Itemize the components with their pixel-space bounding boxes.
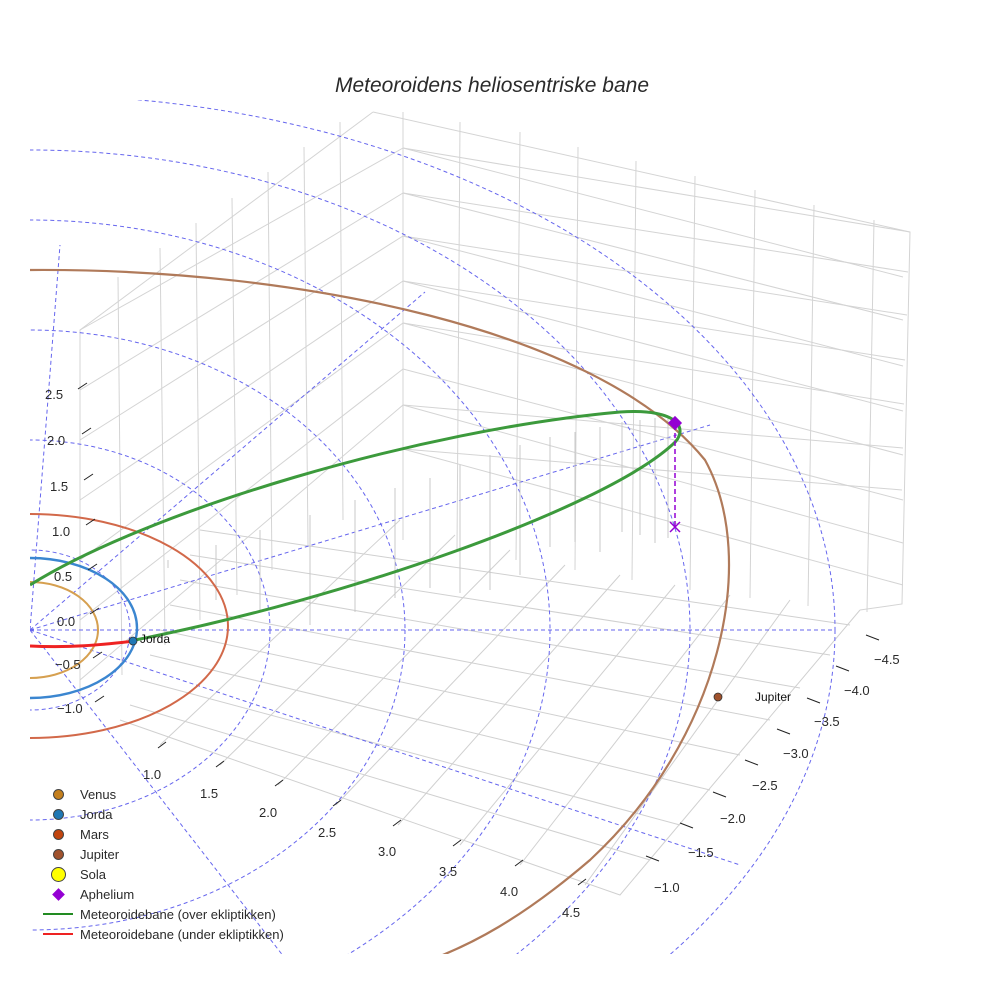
legend-item-sola[interactable]: Sola [36,864,284,884]
legend-label: Venus [80,786,117,802]
jupiter-orbit [30,268,731,954]
diamond-marker-icon [51,887,65,901]
legend-label: Meteoroidebane (under ekliptikken) [80,926,284,942]
x-tick: 1.0 [143,767,161,782]
venus-marker-icon [52,788,64,800]
y-tick: −3.5 [814,714,840,729]
z-axis [77,382,105,703]
y-tick: −4.5 [874,652,900,667]
legend-label: Meteoroidebane (over ekliptikken) [80,906,276,922]
z-tick: 2.5 [45,387,63,402]
legend-label: Jupiter [80,846,120,862]
x-tick: 3.5 [439,864,457,879]
y-tick: −2.5 [752,778,778,793]
legend: Venus Jorda Mars Jupiter Sola Aphelium M… [36,784,284,944]
legend-item-jorda[interactable]: Jorda [36,804,284,824]
jupiter-label: Jupiter [755,690,791,704]
x-tick: 4.0 [500,884,518,899]
chart-title: Meteoroidens heliosentriske bane [334,74,650,97]
drop-lines [167,418,669,625]
z-tick: −0.5 [55,657,81,672]
red-line-icon [43,933,73,935]
earth-marker-icon [52,808,64,820]
aphelion-projection-marker [669,521,681,533]
z-tick: 1.0 [52,524,70,539]
legend-label: Mars [80,826,109,842]
meteoroid-orbit-below [30,639,136,649]
left-wall-grid [79,111,404,700]
jupiter-marker-icon [52,848,64,860]
x-tick: 3.0 [378,844,396,859]
ecliptic-reference-lines [30,100,836,954]
green-line-icon [43,913,73,915]
jupiter-marker[interactable] [713,692,723,702]
mars-marker-icon [52,828,64,840]
x-tick: 1.5 [200,786,218,801]
z-tick: 1.5 [50,479,68,494]
legend-item-orbit-above[interactable]: Meteoroidebane (over ekliptikken) [36,904,284,924]
legend-item-jupiter[interactable]: Jupiter [36,844,284,864]
mars-orbit [30,513,229,739]
y-tick: −1.5 [688,845,714,860]
venus-orbit [30,581,99,679]
legend-label: Jorda [80,806,113,822]
legend-item-aphelium[interactable]: Aphelium [36,884,284,904]
y-tick: −1.0 [654,880,680,895]
legend-label: Aphelium [80,886,135,902]
legend-item-mars[interactable]: Mars [36,824,284,844]
floor-grid [119,519,861,896]
x-tick: 2.0 [259,805,277,820]
earth-label: Jorda [140,632,170,646]
z-tick: 2.0 [47,433,65,448]
legend-label: Sola [80,866,107,882]
y-tick: −2.0 [720,811,746,826]
earth-orbit [30,556,139,700]
x-tick: 2.5 [318,825,336,840]
y-tick: −4.0 [844,683,870,698]
z-tick: 0.5 [54,569,72,584]
z-tick: 0.0 [57,614,75,629]
legend-item-venus[interactable]: Venus [36,784,284,804]
aphelion-marker[interactable] [667,415,683,431]
earth-marker[interactable] [128,636,138,646]
y-tick: −3.0 [783,746,809,761]
z-tick: −1.0 [57,701,83,716]
legend-item-orbit-below[interactable]: Meteoroidebane (under ekliptikken) [36,924,284,944]
x-tick: 4.5 [562,905,580,920]
y-axis [645,634,880,862]
x-axis [157,741,587,886]
sun-marker-icon [50,866,66,882]
